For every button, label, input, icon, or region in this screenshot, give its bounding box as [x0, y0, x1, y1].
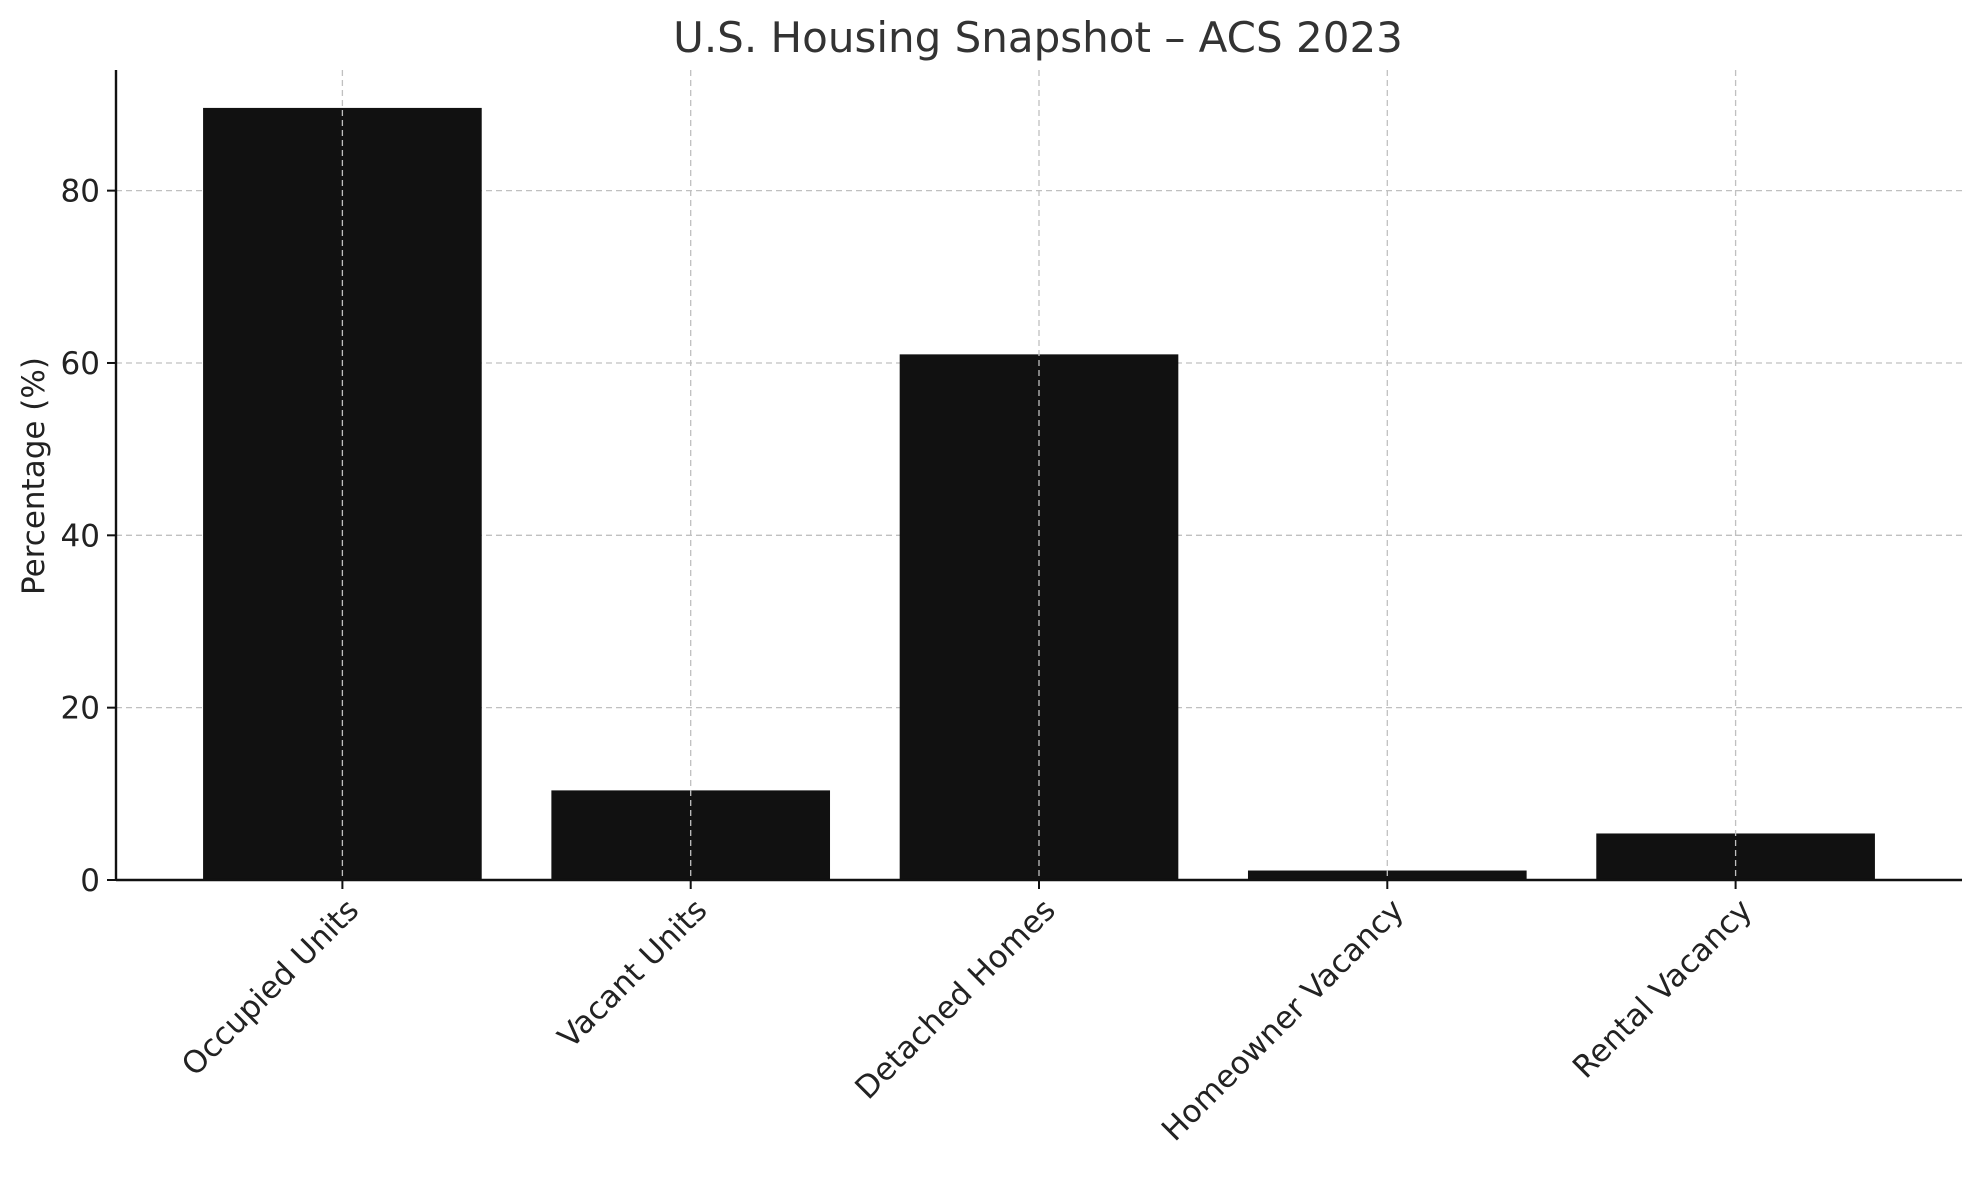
x-tick-label: Occupied Units [175, 892, 366, 1083]
x-tick-label: Homeowner Vacancy [1155, 892, 1411, 1148]
x-tick-label: Detached Homes [848, 892, 1062, 1106]
y-tick-label: 40 [61, 518, 100, 554]
x-tick-label: Vacant Units [551, 892, 714, 1055]
x-tick-layer: Occupied Units Vacant Units Detached Homes… [175, 880, 1759, 1148]
vertical-grid-layer [341, 70, 1737, 880]
y-axis-label: Percentage (%) [16, 357, 52, 595]
y-tick-label: 20 [61, 691, 100, 727]
x-tick-label: Rental Vacancy [1566, 892, 1759, 1085]
y-tick-label: 60 [61, 346, 100, 382]
y-tick-label: 0 [80, 863, 100, 899]
chart-title: U.S. Housing Snapshot – ACS 2023 [673, 13, 1403, 62]
y-tick-layer: 0 20 40 60 80 [61, 174, 116, 899]
y-tick-label: 80 [61, 174, 100, 210]
